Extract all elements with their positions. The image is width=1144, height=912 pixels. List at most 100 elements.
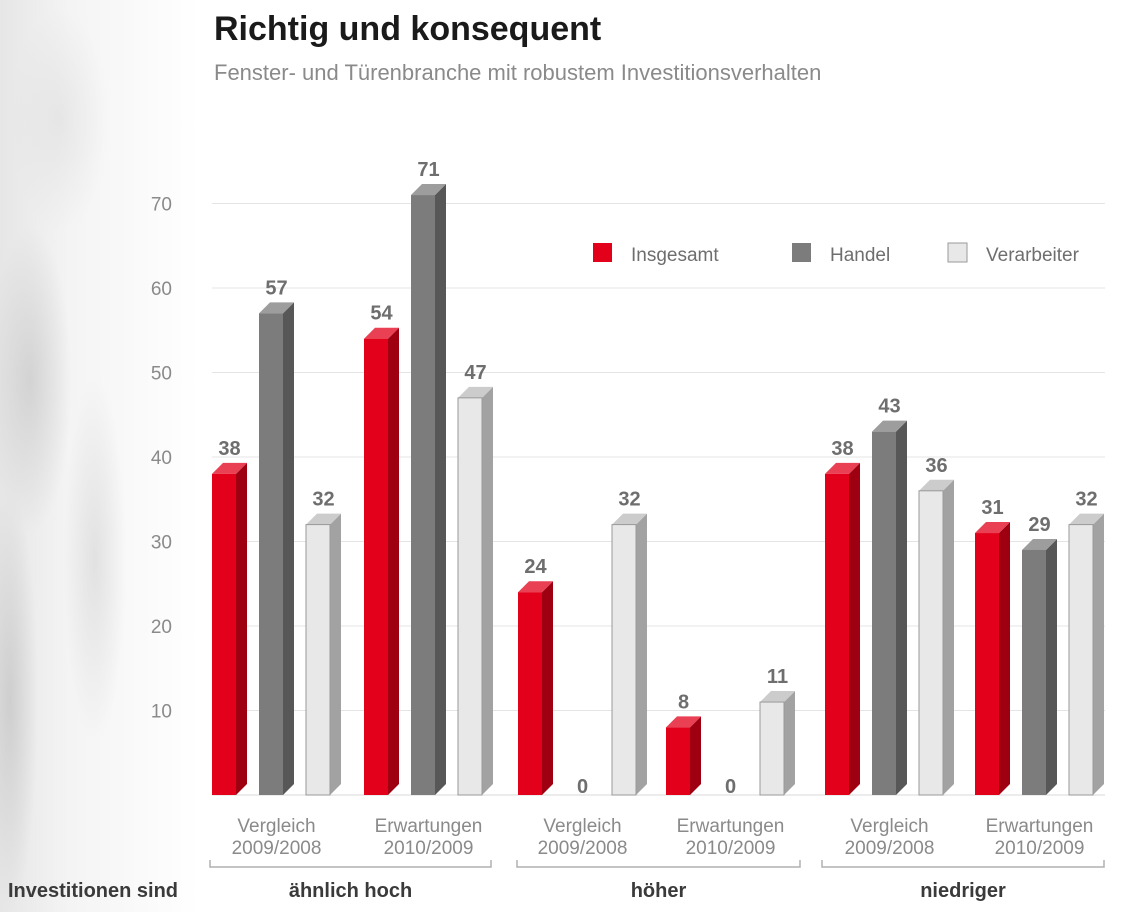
bar-top	[666, 716, 701, 728]
legend-swatch	[593, 243, 612, 262]
data-label: 0	[577, 776, 588, 798]
bar-top	[212, 462, 247, 474]
bar-front	[457, 397, 483, 796]
bar-top	[259, 302, 294, 314]
data-label: 38	[218, 438, 240, 460]
bar-top	[306, 513, 341, 525]
legend: Insgesamt Handel Verarbeiter	[593, 242, 1080, 266]
bar-side	[542, 581, 553, 795]
y-tick-label: 40	[151, 448, 172, 469]
bar-insgesamt	[212, 462, 247, 795]
data-label: 29	[1028, 514, 1050, 536]
bar-front	[1022, 549, 1046, 795]
bar-front	[759, 701, 785, 796]
bar-insgesamt	[666, 716, 701, 795]
bar-side	[943, 479, 954, 795]
bar-side	[236, 462, 247, 795]
data-label: 32	[618, 489, 640, 511]
bar-verarbeiter	[1068, 513, 1104, 796]
data-label: 71	[417, 159, 439, 181]
data-label: 54	[370, 303, 393, 325]
bar-top	[825, 462, 860, 474]
data-label: 32	[1075, 489, 1097, 511]
bar-front	[825, 473, 849, 795]
bar-side	[330, 513, 341, 795]
y-tick-label: 60	[151, 279, 172, 300]
bar-front	[975, 533, 999, 795]
x-category-label: 2010/2009	[686, 838, 776, 859]
group-label: niedriger	[920, 880, 1006, 902]
chart-title: Richtig und konsequent	[214, 10, 602, 48]
bar-verarbeiter	[611, 513, 647, 796]
bar-top	[872, 420, 907, 432]
bar-top	[411, 184, 446, 196]
data-label: 36	[925, 455, 947, 477]
y-tick-label: 30	[151, 533, 172, 554]
bar-side	[1093, 513, 1104, 795]
bar-front	[611, 524, 637, 796]
group-bracket	[209, 860, 492, 868]
bar-handel	[259, 302, 294, 795]
bar-top	[760, 691, 795, 703]
data-label: 8	[678, 691, 689, 713]
group-label: höher	[631, 880, 687, 902]
data-label: 38	[831, 438, 853, 460]
bar-top	[612, 513, 647, 525]
bar-front	[918, 490, 944, 796]
bar-top	[1069, 513, 1104, 525]
x-category-label: Erwartungen	[375, 816, 483, 837]
bar-top	[518, 581, 553, 593]
bar-side	[896, 420, 907, 795]
bar-front	[666, 727, 690, 795]
bar-front	[259, 313, 283, 795]
row-label: Investitionen sind	[8, 880, 178, 902]
y-tick-label: 10	[151, 702, 172, 723]
bar-insgesamt	[364, 327, 399, 795]
x-category-label: 2010/2009	[384, 838, 474, 859]
group-label: ähnlich hoch	[289, 880, 412, 902]
data-label: 11	[767, 666, 788, 688]
legend-swatch	[792, 243, 811, 262]
bar-handel	[411, 184, 446, 796]
bar-front	[872, 431, 896, 795]
bar-side	[435, 184, 446, 796]
bar-top	[458, 386, 493, 398]
bar-handel	[1022, 538, 1057, 795]
legend-label: Insgesamt	[631, 245, 719, 266]
bar-side	[690, 716, 701, 795]
bar-side	[388, 327, 399, 795]
legend-label: Handel	[830, 245, 890, 266]
bar-side	[1046, 538, 1057, 795]
bar-insgesamt	[975, 522, 1010, 795]
data-label: 47	[464, 362, 486, 384]
chart-subtitle: Fenster- und Türenbranche mit robustem I…	[214, 60, 822, 85]
bar-top	[975, 522, 1010, 534]
bar-side	[849, 462, 860, 795]
bar-side	[636, 513, 647, 795]
bar-verarbeiter	[457, 386, 493, 796]
x-category-label: Vergleich	[237, 816, 315, 837]
x-category-label: 2009/2008	[538, 838, 628, 859]
bar-top	[919, 479, 954, 491]
bar-handel	[872, 420, 907, 795]
bar-verarbeiter	[918, 479, 954, 796]
bar-front	[212, 473, 236, 795]
group-bracket	[516, 860, 801, 868]
data-label: 43	[878, 396, 900, 418]
bar-verarbeiter	[305, 513, 341, 796]
y-tick-label: 20	[151, 617, 172, 638]
bar-front	[411, 195, 435, 796]
data-label: 24	[524, 556, 547, 578]
bar-side	[482, 386, 493, 795]
data-label: 32	[312, 489, 334, 511]
bar-insgesamt	[518, 581, 553, 795]
x-category-label: 2010/2009	[995, 838, 1085, 859]
x-category-label: Erwartungen	[677, 816, 785, 837]
legend-label: Verarbeiter	[986, 245, 1080, 266]
bar-side	[999, 522, 1010, 795]
legend-swatch	[947, 242, 968, 263]
y-tick-label: 50	[151, 364, 172, 385]
bar-front	[305, 524, 331, 796]
group-bracket	[821, 860, 1105, 868]
